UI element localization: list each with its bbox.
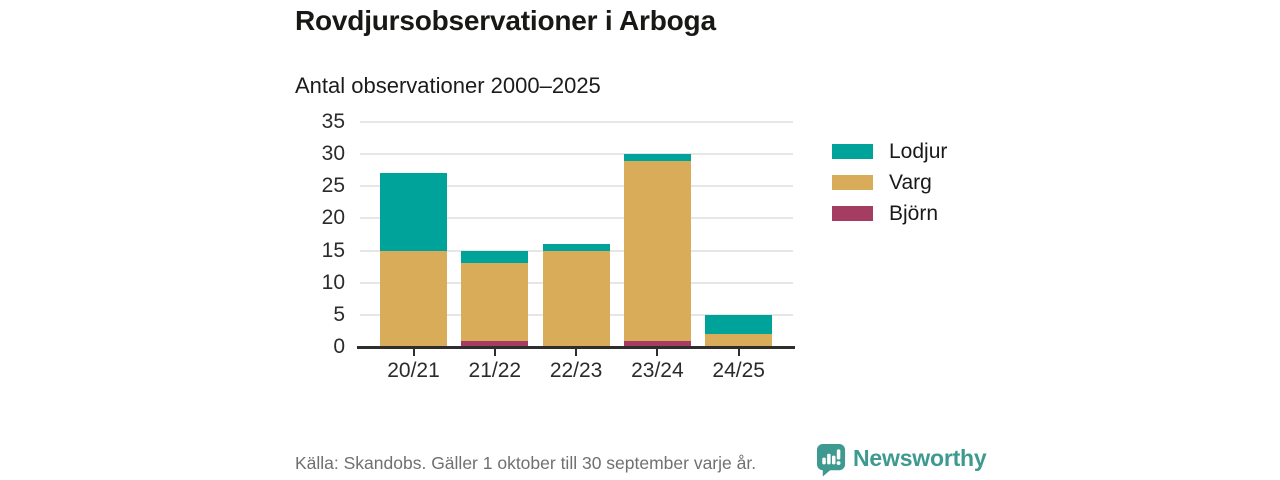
bar-segment xyxy=(623,154,691,161)
y-axis-label: 0 xyxy=(333,335,345,358)
gridline xyxy=(360,185,793,188)
x-axis-label: 24/25 xyxy=(712,359,765,382)
newsworthy-icon xyxy=(816,444,846,477)
bar-segment xyxy=(623,340,691,347)
x-axis-tick xyxy=(575,349,578,356)
legend-item: Lodjur xyxy=(832,141,947,162)
chart-title: Rovdjursobservationer i Arboga xyxy=(295,5,716,36)
x-axis-tick xyxy=(737,349,740,356)
x-axis-label: 21/22 xyxy=(468,359,522,382)
legend-swatch xyxy=(832,144,873,159)
bar-segment xyxy=(461,340,529,347)
y-axis-label: 10 xyxy=(321,270,345,294)
bar-segment xyxy=(705,334,773,347)
x-axis-label: 23/24 xyxy=(631,359,684,382)
bar-segment xyxy=(705,314,773,335)
x-axis-line xyxy=(357,346,795,349)
chart-subtitle: Antal observationer 2000–2025 xyxy=(295,73,601,98)
y-axis-label: 15 xyxy=(321,238,345,262)
x-axis-tick xyxy=(412,349,415,356)
y-axis-label: 30 xyxy=(321,142,345,166)
legend-label: Lodjur xyxy=(889,140,948,163)
newsworthy-wordmark: Newsworthy xyxy=(853,445,987,471)
bar-segment xyxy=(623,160,691,341)
legend-item: Varg xyxy=(832,172,947,193)
chart-legend: Lodjur Varg Björn xyxy=(832,141,947,234)
gridline xyxy=(360,153,793,156)
x-axis-tick xyxy=(493,349,496,356)
legend-swatch xyxy=(832,175,873,190)
x-axis-label: 22/23 xyxy=(549,359,603,382)
y-axis-label: 35 xyxy=(321,110,345,133)
bar-segment xyxy=(380,250,447,347)
bar-segment xyxy=(542,250,610,347)
legend-item: Björn xyxy=(832,203,947,224)
y-axis-label: 20 xyxy=(321,206,345,230)
newsworthy-logo[interactable]: Newsworthy xyxy=(816,443,987,478)
legend-swatch xyxy=(832,206,873,221)
x-axis-label: 20/21 xyxy=(387,359,440,382)
legend-label: Varg xyxy=(889,171,932,194)
bar-segment xyxy=(542,244,610,251)
bar-segment xyxy=(461,250,529,264)
bar-segment xyxy=(380,173,447,251)
x-axis-tick xyxy=(656,349,659,356)
source-note: Källa: Skandobs. Gäller 1 oktober till 3… xyxy=(295,453,757,473)
legend-label: Björn xyxy=(889,202,939,225)
gridline xyxy=(360,217,793,220)
gridline xyxy=(360,121,793,123)
bar-segment xyxy=(461,263,529,341)
y-axis-label: 5 xyxy=(333,302,345,326)
y-axis-label: 25 xyxy=(321,174,345,198)
